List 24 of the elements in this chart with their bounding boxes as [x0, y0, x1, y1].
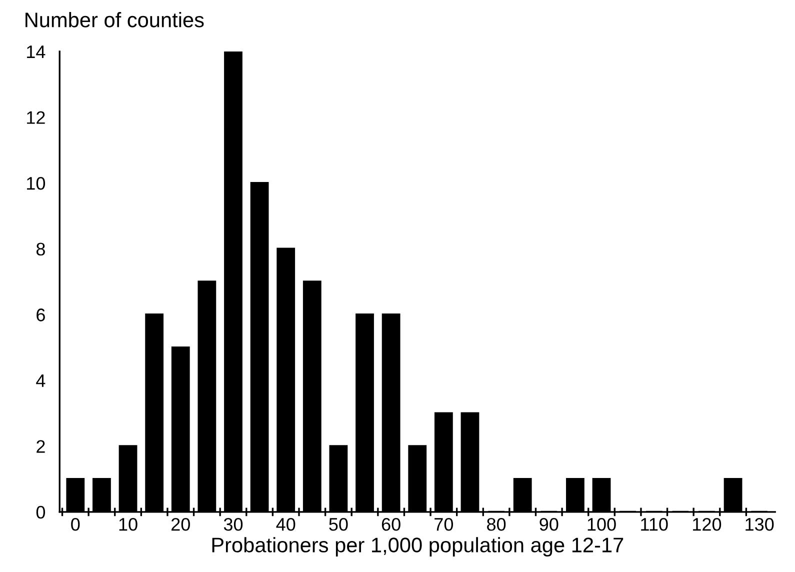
y-tick-label: 0 [36, 506, 46, 519]
y-tick-label: 2 [36, 440, 45, 453]
x-tick-label: 40 [276, 518, 296, 531]
x-tick-label: 50 [329, 518, 348, 531]
x-tick-label: 100 [588, 518, 616, 531]
y-tick-label: 10 [27, 176, 46, 190]
y-tick-label: 8 [36, 242, 45, 256]
x-tick-label: 130 [746, 518, 774, 531]
y-tick-label: 6 [36, 308, 45, 322]
x-tick-label: 30 [224, 518, 243, 531]
x-tick-label: 110 [641, 518, 668, 531]
x-tick-label: 70 [434, 518, 454, 531]
x-tick-label: 20 [171, 518, 190, 531]
x-axis-title: Probationers per 1,000 population age 12-17 [212, 537, 624, 557]
y-axis-title: Number of counties [26, 12, 204, 28]
x-tick-label: 120 [693, 518, 722, 531]
x-tick-label: 0 [71, 518, 80, 531]
x-tick-label: 60 [382, 518, 400, 531]
y-tick-label: 14 [27, 46, 46, 58]
x-tick-label: 80 [487, 518, 506, 531]
x-tick-label: 90 [540, 518, 558, 531]
y-tick-label: 4 [36, 374, 46, 387]
y-tick-label: 12 [27, 111, 45, 124]
x-tick-label: 10 [119, 518, 138, 531]
